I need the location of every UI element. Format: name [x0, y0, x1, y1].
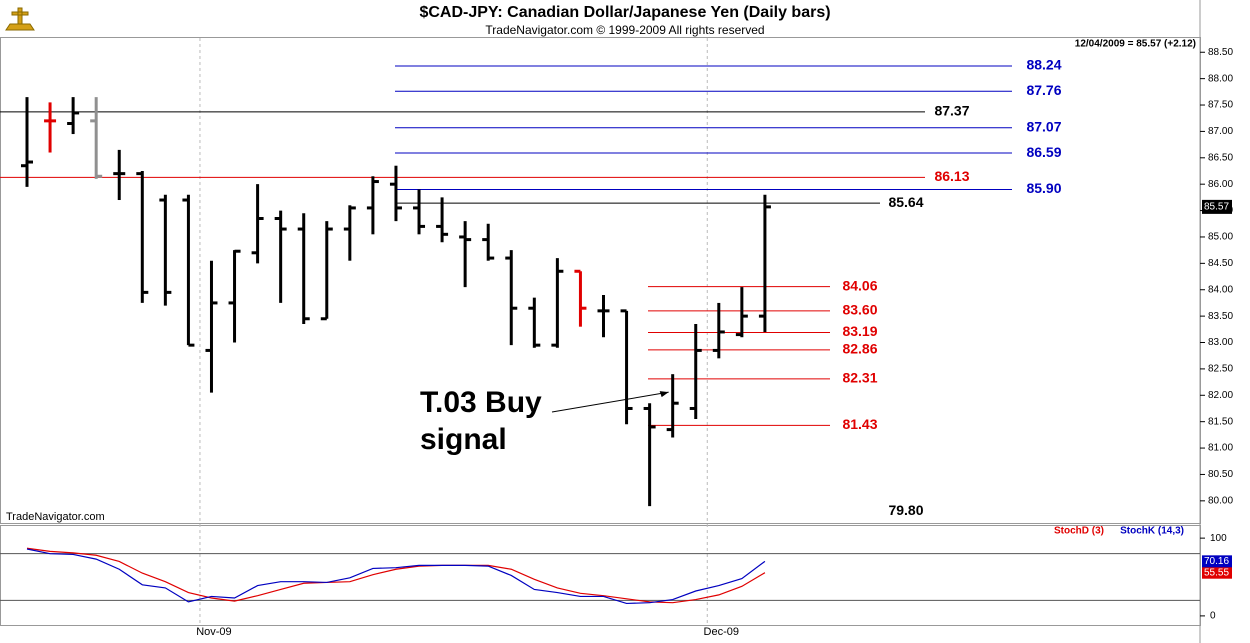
level-label: 85.90 [1026, 180, 1061, 196]
level-label: 87.07 [1026, 118, 1061, 134]
y-tick-label: 80.00 [1208, 495, 1233, 506]
y-tick-label: 86.00 [1208, 179, 1233, 190]
y-tick-label: 83.50 [1208, 311, 1233, 322]
annotation-arrowhead [659, 391, 669, 398]
logo [5, 7, 35, 31]
level-label: 82.31 [842, 370, 877, 386]
annotation-text: T.03 Buy [420, 386, 542, 419]
y-tick-label: 82.50 [1208, 364, 1233, 375]
last-value-label: 55.55 [1204, 567, 1229, 578]
legend-entry: StochD (3) [1054, 526, 1104, 537]
y-tick-label: 0 [1210, 611, 1216, 622]
last-value-box [1202, 566, 1232, 579]
x-tick-label: Nov-09 [196, 626, 231, 638]
stoch-line [26, 548, 766, 605]
legend-entry: StochK (14,3) [1120, 526, 1184, 537]
last-value-label: 70.16 [1204, 556, 1229, 567]
level-label: 81.43 [842, 416, 877, 432]
level-label: 79.80 [888, 502, 923, 518]
y-tick-label: 87.50 [1208, 100, 1233, 111]
x-tick-label: Dec-09 [704, 626, 739, 638]
y-tick-label: 88.50 [1208, 47, 1233, 58]
level-label: 86.59 [1026, 144, 1061, 160]
level-label: 87.76 [1026, 82, 1061, 98]
level-label: 86.13 [934, 168, 969, 184]
level-label: 83.60 [842, 302, 877, 318]
level-label: 87.37 [934, 103, 969, 119]
chart-title: $CAD-JPY: Canadian Dollar/Japanese Yen (… [419, 4, 830, 21]
annotation-text: signal [420, 423, 507, 456]
stoch-line [26, 547, 766, 604]
y-tick-label: 85.00 [1208, 232, 1233, 243]
y-tick-label: 87.00 [1208, 126, 1233, 137]
last-value-box [1202, 555, 1232, 568]
annotation-arrow [551, 391, 669, 413]
last-price-box [1202, 199, 1232, 214]
y-tick-label: 86.50 [1208, 152, 1233, 163]
level-label: 82.86 [842, 341, 877, 357]
y-tick-label: 100 [1210, 533, 1227, 544]
watermark: TradeNavigator.com [6, 511, 105, 523]
y-tick-label: 84.50 [1208, 258, 1233, 269]
level-label: 83.19 [842, 323, 877, 339]
quote-info: 12/04/2009 = 85.57 (+2.12) [1075, 39, 1196, 50]
y-tick-label: 82.00 [1208, 390, 1233, 401]
y-tick-label: 83.00 [1208, 337, 1233, 348]
chart-subtitle: TradeNavigator.com © 1999-2009 All right… [485, 23, 764, 37]
level-label: 84.06 [842, 277, 877, 293]
y-tick-label: 80.50 [1208, 469, 1233, 480]
level-label: 88.24 [1026, 57, 1061, 73]
last-price-label: 85.57 [1204, 202, 1229, 213]
y-tick-label: 84.00 [1208, 284, 1233, 295]
y-tick-label: 81.50 [1208, 416, 1233, 427]
level-label: 85.64 [888, 194, 923, 210]
y-tick-label: 81.00 [1208, 443, 1233, 454]
y-tick-label: 88.00 [1208, 73, 1233, 84]
